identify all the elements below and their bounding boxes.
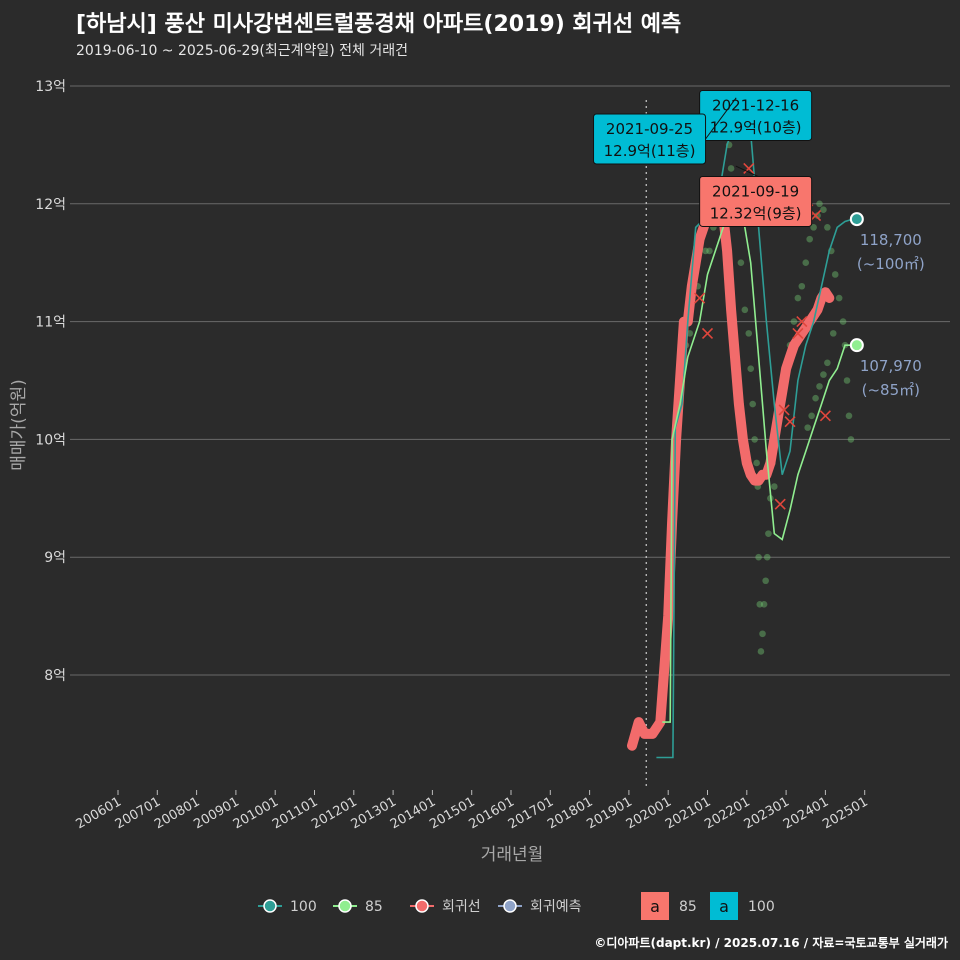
trade-point	[753, 459, 760, 467]
trade-point	[756, 601, 764, 608]
trade-point	[820, 206, 827, 213]
trade-point	[763, 553, 771, 561]
callout-date: 2021-09-25	[606, 120, 693, 138]
trade-point	[727, 165, 735, 172]
trade-point	[771, 483, 778, 490]
callout-price: 12.9억(10층)	[710, 118, 802, 136]
legend-label-85: 85	[365, 899, 383, 915]
regression-mark	[819, 410, 831, 422]
trade-point	[829, 330, 837, 337]
callout-price: 12.9억(11층)	[604, 142, 696, 160]
trade-point	[745, 330, 753, 337]
regression-line	[627, 187, 835, 751]
legend-label-forecast: 회귀예측	[530, 899, 582, 915]
end-point-85	[849, 338, 864, 353]
series-100-line	[656, 120, 854, 759]
trade-point	[845, 412, 853, 420]
regression-mark	[796, 316, 808, 328]
trade-point	[749, 400, 756, 408]
y-tick-label: 10억	[35, 432, 66, 448]
chart-subtitle: 2019-06-10 ~ 2025-06-29(최근계약일) 전체 거래건	[76, 43, 408, 59]
end-point-100	[849, 212, 864, 227]
trade-point	[765, 530, 772, 537]
trade-point	[808, 412, 815, 420]
trade-point	[702, 247, 709, 255]
trade-point	[762, 577, 769, 585]
trade-point	[824, 224, 831, 231]
trade-point	[810, 224, 817, 231]
y-tick-label: 12억	[35, 197, 66, 213]
legend-dot-forecast	[503, 899, 517, 913]
trade-point	[802, 259, 810, 267]
trade-point	[794, 294, 802, 302]
regression-mark	[810, 210, 822, 222]
y-tick-label: 11억	[35, 315, 66, 331]
y-axis-label: 매매가(억원)	[9, 379, 29, 470]
trade-point	[798, 282, 806, 290]
trade-point	[824, 359, 831, 367]
x-axis-label: 거래년월	[481, 845, 544, 865]
regression-mark	[784, 416, 796, 428]
trade-point	[751, 436, 758, 443]
callout-box	[593, 113, 707, 165]
trade-point	[755, 553, 762, 561]
legend-glyph-100: a	[719, 897, 729, 916]
trade-point	[806, 235, 813, 243]
trade-point	[847, 436, 855, 443]
regression-mark	[774, 498, 786, 510]
trade-point	[814, 212, 821, 219]
series-85-line	[662, 202, 853, 723]
trade-point	[737, 259, 745, 267]
callout-leader	[705, 97, 737, 140]
trade-point	[759, 630, 766, 638]
trade-point	[790, 318, 798, 325]
regression-mark	[792, 327, 804, 339]
trade-point	[816, 200, 823, 208]
trade-point	[839, 318, 847, 325]
trade-point	[760, 601, 768, 608]
end-area-100: (~100㎡)	[857, 255, 925, 273]
trade-point	[741, 306, 749, 314]
trade-point	[804, 424, 812, 431]
trade-point	[757, 648, 765, 655]
trade-point	[747, 365, 755, 373]
legend-box-label-100: 100	[748, 899, 775, 915]
legend-dot-regression	[415, 899, 429, 913]
callout-box	[699, 175, 813, 227]
trade-point	[831, 271, 839, 278]
x-tick-label: 202501	[820, 794, 870, 832]
legend-label-100: 100	[290, 899, 317, 915]
legend-dot-100	[263, 899, 277, 913]
trade-point	[816, 383, 823, 390]
legend-label-regression: 회귀선	[442, 899, 481, 915]
y-tick-label: 8억	[44, 668, 66, 684]
regression-mark	[743, 162, 755, 175]
end-area-85: (~85㎡)	[862, 381, 920, 399]
legend-box-85	[641, 892, 669, 920]
y-tick-label: 9억	[44, 550, 66, 566]
regression-mark	[694, 292, 706, 304]
callout-date: 2021-12-16	[712, 96, 799, 114]
trade-point	[835, 294, 843, 302]
end-value-100: 118,700	[860, 231, 922, 249]
legend-box-label-85: 85	[679, 899, 697, 915]
chart-title: [하남시] 풍산 미사강변센트럴풍경채 아파트(2019) 회귀선 예측	[76, 12, 682, 37]
regression-mark	[778, 404, 790, 416]
legend-box-100	[710, 892, 738, 920]
trade-point	[706, 247, 713, 255]
trade-point	[820, 371, 827, 378]
trade-point	[843, 377, 851, 384]
trade-point	[812, 394, 819, 402]
y-tick-label: 13억	[35, 79, 66, 95]
legend-dot-85	[338, 899, 352, 913]
legend-glyph-85: a	[650, 897, 660, 916]
end-value-85: 107,970	[860, 357, 922, 375]
credit-text: ©디아파트(dapt.kr) / 2025.07.16 / 자료=국토교통부 실…	[594, 936, 948, 950]
callout-date: 2021-09-19	[712, 182, 799, 200]
callout-price: 12.32억(9층)	[710, 204, 802, 222]
regression-mark	[701, 327, 714, 339]
